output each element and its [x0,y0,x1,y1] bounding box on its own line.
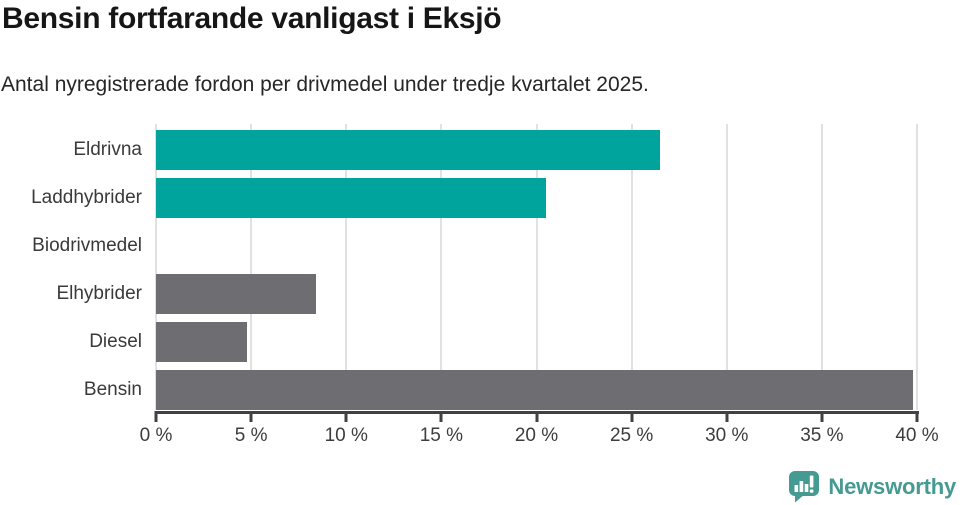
bar-row-bensin [156,366,917,414]
gridline-10 [345,124,348,410]
newsworthy-logo-text: Newsworthy [828,473,956,499]
gridline-5 [250,124,253,410]
gridline-40 [916,124,918,410]
gridline-20 [535,124,538,410]
bar-row-biodrivmedel [156,222,917,270]
newsworthy-speech-bubble-bar-chart-icon [788,470,820,503]
category-label-diesel: Diesel [89,331,142,352]
bar-row-eldrivna [156,126,917,174]
chart-title: Bensin fortfarande vanligast i Eksjö [2,2,502,35]
bar-elhybrider [156,274,316,314]
chart-subtitle: Antal nyregistrerade fordon per drivmede… [1,73,649,96]
bar-bensin [156,370,914,410]
y-axis-labels: Eldrivna Laddhybrider Biodrivmedel Elhybrid… [0,126,142,414]
x-tick-25 [630,411,634,422]
x-tick-0 [154,411,158,422]
x-tick-label-5: 5 % [234,425,268,446]
category-label-eldrivna: Eldrivna [73,139,142,160]
bar-laddhybrider [156,178,546,218]
x-tick-10 [344,411,348,422]
x-tick-label-25: 25 % [609,425,654,446]
bar-row-diesel [156,318,917,366]
x-tick-5 [249,411,253,422]
x-axis: 0 % 5 % 10 % 15 % 20 % 25 % 30 % 35 % 40 % [140,411,939,451]
bar-row-laddhybrider [156,174,917,222]
x-tick-label-20: 20 % [514,425,559,446]
x-tick-label-0: 0 % [139,425,173,446]
x-tick-label-15: 15 % [419,425,464,446]
x-tick-label-30: 30 % [705,425,749,446]
category-label-elhybrider: Elhybrider [56,283,142,304]
gridline-0 [155,124,157,410]
gridline-30 [725,124,728,410]
newsworthy-logo[interactable]: Newsworthy [788,470,956,503]
gridline-15 [440,124,443,410]
x-tick-label-10: 10 % [324,425,368,446]
bar-diesel [156,322,248,362]
category-label-laddhybrider: Laddhybrider [31,187,142,208]
x-tick-30 [725,411,729,422]
bars-container [156,126,917,414]
plot-area [155,124,918,410]
gridline-35 [820,124,823,410]
gridline-25 [630,124,633,410]
x-tick-15 [439,411,443,422]
x-tick-40 [915,411,919,422]
bar-eldrivna [156,130,661,170]
x-tick-label-40: 40 % [895,425,939,446]
x-tick-20 [535,411,538,422]
category-label-biodrivmedel: Biodrivmedel [32,235,142,256]
x-tick-label-35: 35 % [800,425,844,446]
category-label-bensin: Bensin [83,379,142,400]
x-tick-35 [820,411,824,422]
bar-row-elhybrider [156,270,917,318]
